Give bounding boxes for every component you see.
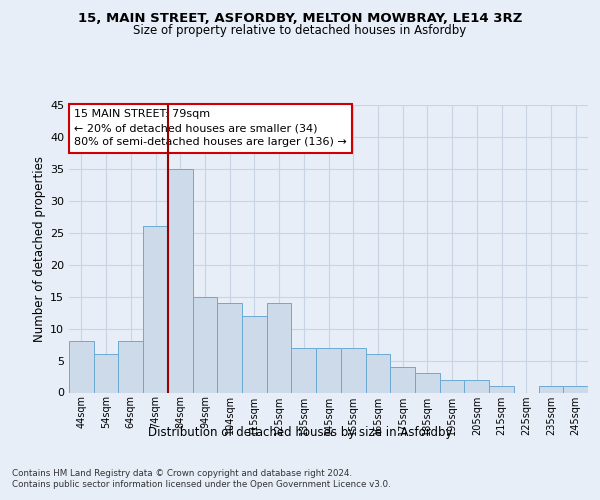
Bar	[341, 348, 365, 393]
Bar	[489, 386, 514, 392]
Bar	[316, 348, 341, 393]
Bar	[440, 380, 464, 392]
Bar	[69, 342, 94, 392]
Bar	[365, 354, 390, 393]
Text: 15 MAIN STREET: 79sqm
← 20% of detached houses are smaller (34)
80% of semi-deta: 15 MAIN STREET: 79sqm ← 20% of detached …	[74, 110, 347, 148]
Text: 15, MAIN STREET, ASFORDBY, MELTON MOWBRAY, LE14 3RZ: 15, MAIN STREET, ASFORDBY, MELTON MOWBRA…	[78, 12, 522, 26]
Bar	[168, 169, 193, 392]
Bar	[415, 374, 440, 392]
Bar	[464, 380, 489, 392]
Bar	[217, 303, 242, 392]
Bar	[242, 316, 267, 392]
Bar	[390, 367, 415, 392]
Text: Size of property relative to detached houses in Asfordby: Size of property relative to detached ho…	[133, 24, 467, 37]
Text: Contains public sector information licensed under the Open Government Licence v3: Contains public sector information licen…	[12, 480, 391, 489]
Bar	[292, 348, 316, 393]
Y-axis label: Number of detached properties: Number of detached properties	[33, 156, 46, 342]
Bar	[94, 354, 118, 393]
Bar	[118, 342, 143, 392]
Bar	[193, 296, 217, 392]
Bar	[267, 303, 292, 392]
Bar	[143, 226, 168, 392]
Bar	[563, 386, 588, 392]
Text: Contains HM Land Registry data © Crown copyright and database right 2024.: Contains HM Land Registry data © Crown c…	[12, 469, 352, 478]
Bar	[539, 386, 563, 392]
Text: Distribution of detached houses by size in Asfordby: Distribution of detached houses by size …	[148, 426, 452, 439]
